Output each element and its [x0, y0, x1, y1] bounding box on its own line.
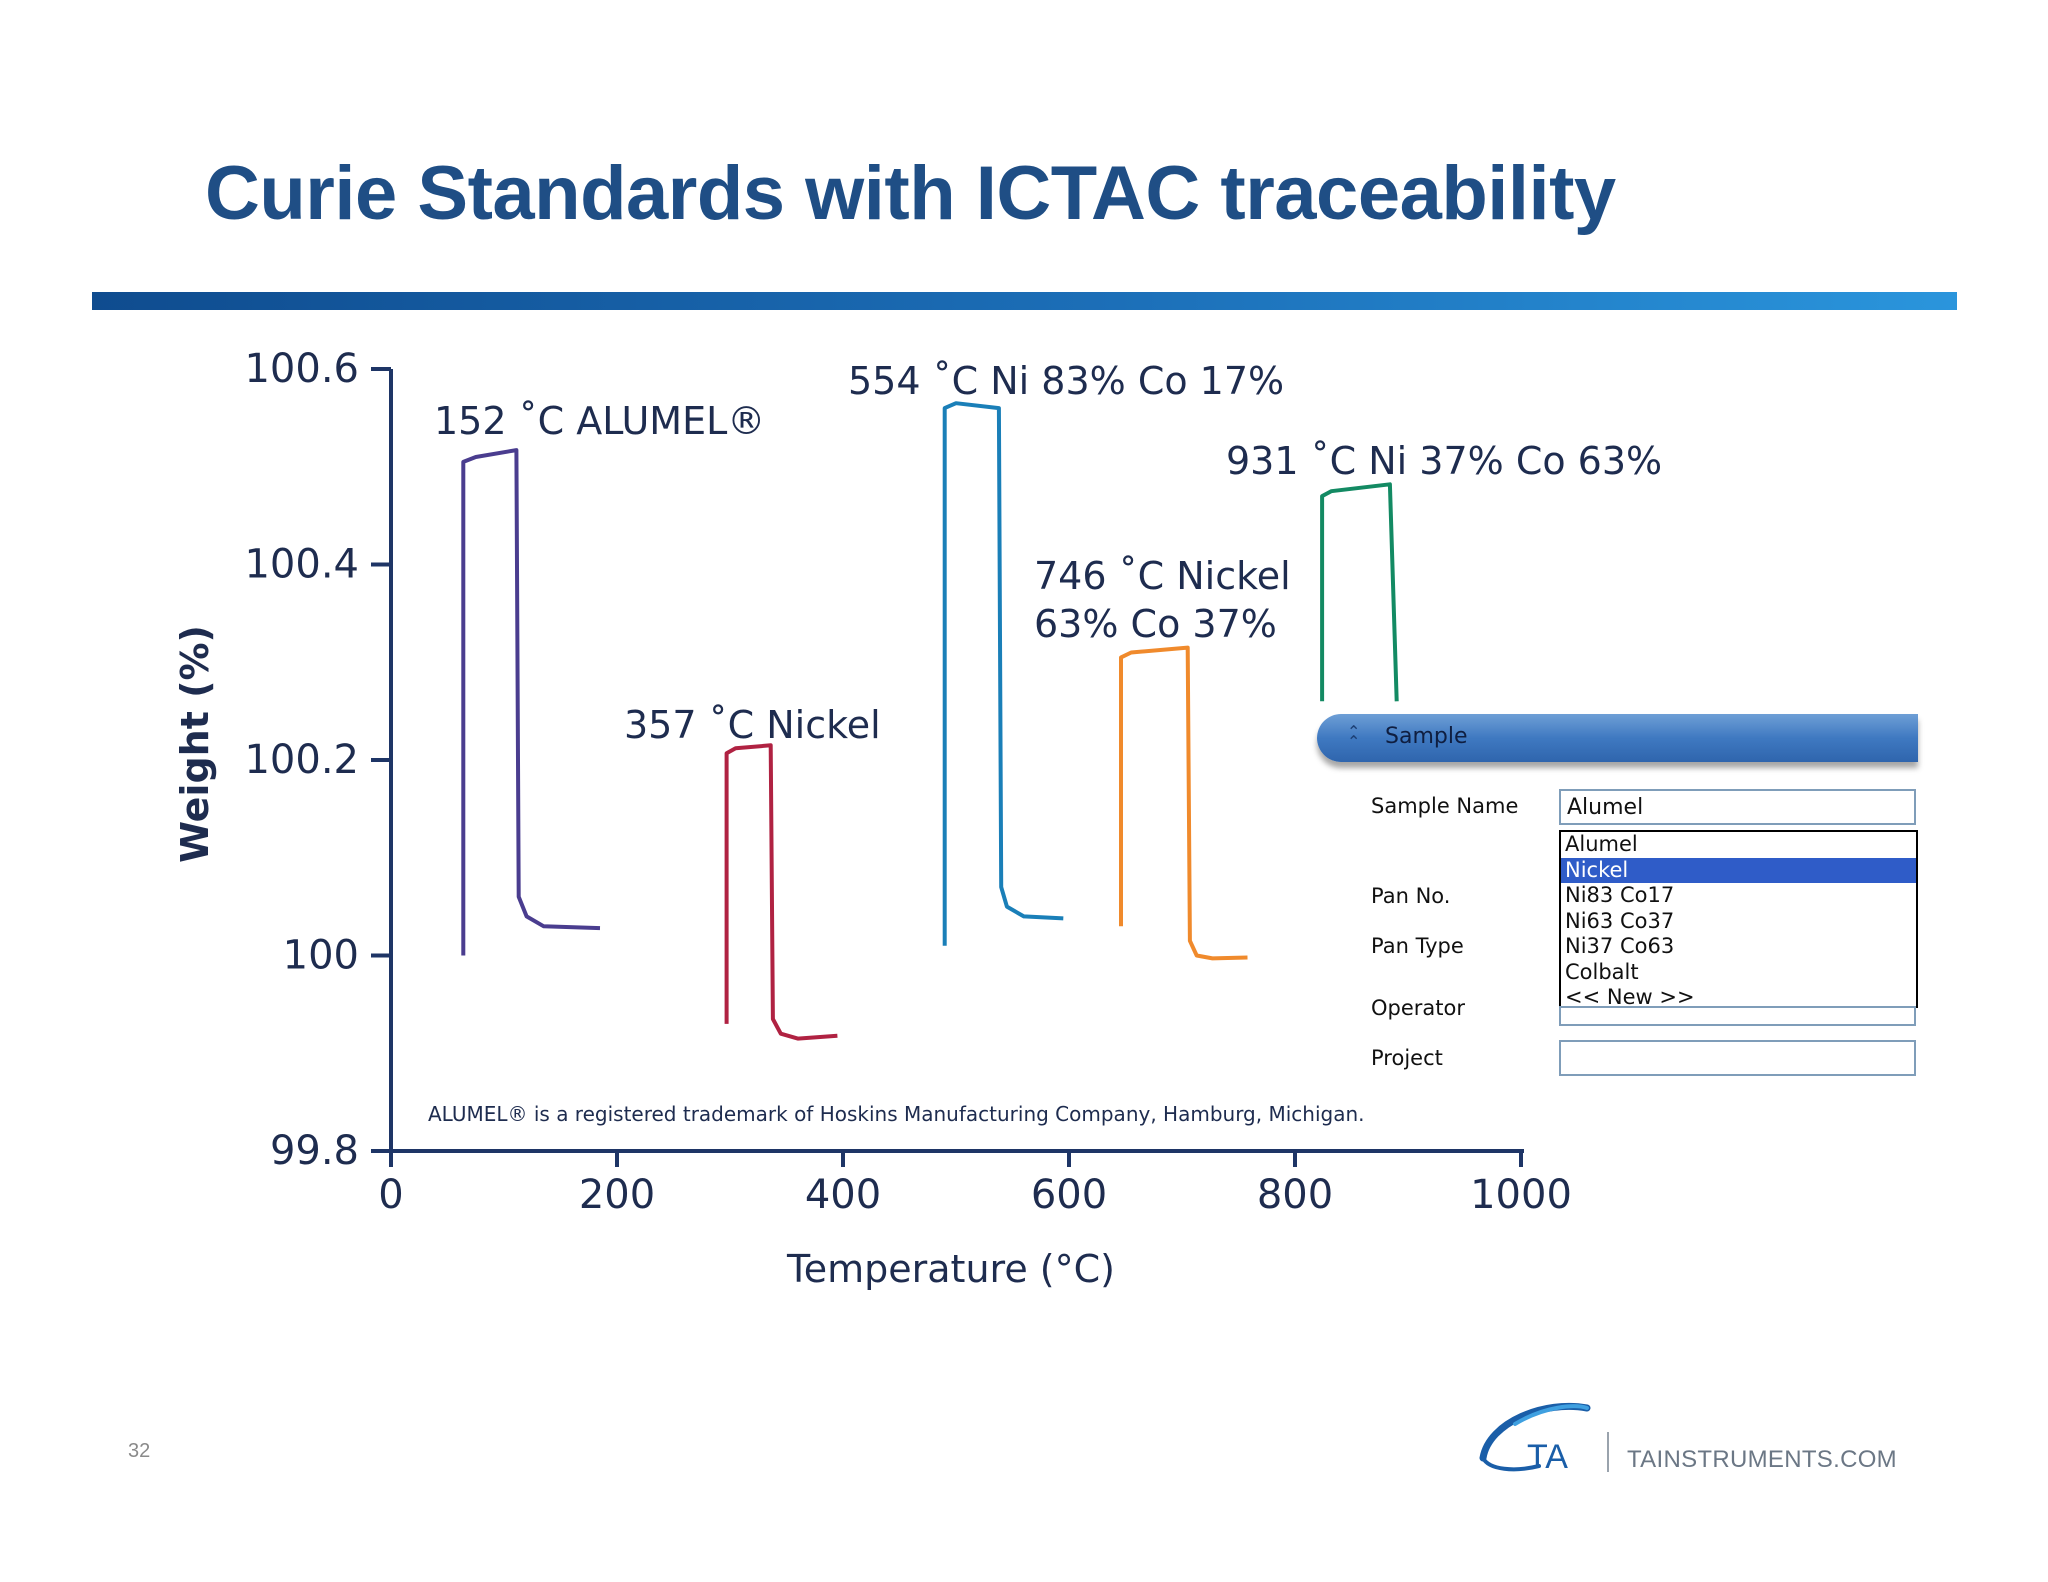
logo-divider — [1607, 1432, 1609, 1472]
page-number: 32 — [128, 1440, 151, 1462]
collapse-chevron-icon[interactable]: ⌃ ⌃ — [1347, 722, 1361, 751]
ta-logo: TA — [1479, 1402, 1591, 1476]
series-label-152: 152 ˚C ALUMEL® — [434, 399, 765, 443]
operator-field[interactable] — [1559, 1006, 1916, 1026]
project-field[interactable] — [1559, 1040, 1916, 1076]
x-tick-label: 600 — [1031, 1172, 1107, 1218]
dropdown-option[interactable]: Ni37 Co63 — [1565, 934, 1675, 958]
y-axis-label: Weight (%) — [173, 625, 217, 863]
series-line-746 — [1119, 645, 1248, 961]
series-label-931: 931 ˚C Ni 37% Co 63% — [1226, 439, 1662, 483]
series-label-746: 63% Co 37% — [1034, 602, 1277, 646]
y-tick-label: 100.6 — [244, 346, 359, 392]
project-label: Project — [1371, 1046, 1443, 1070]
series-label-357: 357 ˚C Nickel — [624, 703, 881, 747]
sample-name-dropdown-list[interactable]: Alumel Nickel Ni83 Co17 Ni63 Co37 Ni37 C… — [1559, 830, 1918, 1009]
sample-panel-title: Sample — [1385, 724, 1468, 749]
x-tick-label: 1000 — [1470, 1172, 1572, 1218]
series-line-152 — [461, 448, 601, 956]
series-line-357 — [724, 743, 838, 1041]
dropdown-option[interactable]: Colbalt — [1565, 959, 1639, 984]
y-tick-label: 99.8 — [270, 1128, 359, 1174]
chart-footnote: ALUMEL® is a registered trademark of Hos… — [428, 1102, 1365, 1126]
dropdown-option-selected[interactable]: Nickel — [1561, 857, 1916, 883]
x-tick-label: 200 — [579, 1172, 655, 1218]
pan-no-label: Pan No. — [1371, 884, 1451, 908]
dropdown-option[interactable]: << New >> — [1565, 985, 1695, 1009]
website-url[interactable]: TAINSTRUMENTS.COM — [1627, 1446, 1897, 1473]
x-tick-label: 400 — [805, 1172, 881, 1218]
operator-label: Operator — [1371, 996, 1465, 1020]
sample-name-field[interactable]: Alumel — [1559, 789, 1916, 825]
series-label-746: 746 ˚C Nickel — [1034, 554, 1291, 598]
sample-panel: ⌃ ⌃ Sample Sample Name Alumel Alumel Nick… — [1315, 712, 1918, 1092]
y-tick-label: 100 — [283, 933, 359, 979]
y-tick-label: 100.4 — [244, 542, 359, 588]
y-tick-label: 100.2 — [244, 737, 359, 783]
x-tick-label: 800 — [1257, 1172, 1333, 1218]
pan-type-label: Pan Type — [1371, 934, 1464, 958]
series-line-931 — [1320, 482, 1399, 702]
series-line-554 — [942, 401, 1064, 946]
dropdown-option[interactable]: Ni63 Co37 — [1565, 908, 1675, 933]
dropdown-option[interactable]: Alumel — [1565, 832, 1638, 856]
sample-panel-header[interactable]: ⌃ ⌃ Sample — [1317, 714, 1918, 762]
logo-text: TA — [1527, 1438, 1568, 1476]
dropdown-option[interactable]: Ni83 Co17 — [1565, 883, 1675, 907]
slide-title: Curie Standards with ICTAC traceability — [205, 151, 1616, 236]
sample-name-label: Sample Name — [1371, 794, 1519, 818]
x-axis-label: Temperature (°C) — [786, 1247, 1115, 1291]
series-label-554: 554 ˚C Ni 83% Co 17% — [848, 359, 1284, 403]
x-tick-label: 0 — [378, 1172, 403, 1218]
title-rule — [92, 292, 1957, 310]
